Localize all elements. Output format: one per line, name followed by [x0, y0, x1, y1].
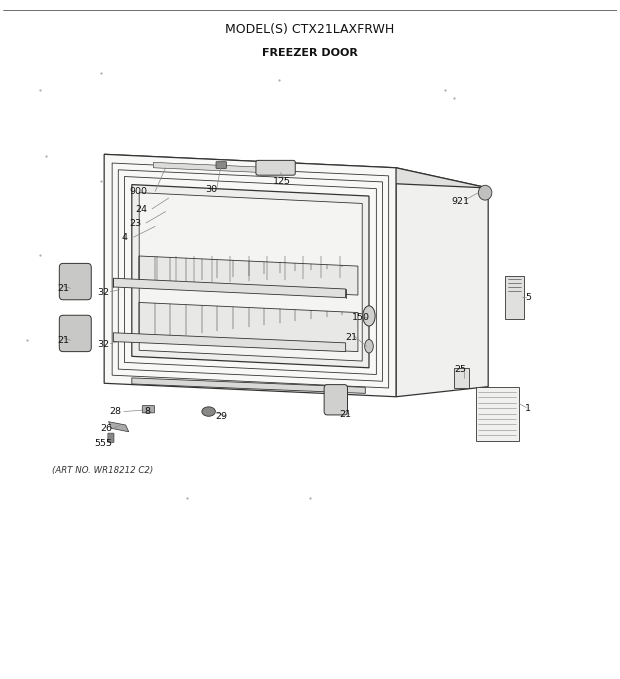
Circle shape [479, 185, 492, 200]
Polygon shape [139, 193, 362, 361]
Polygon shape [454, 368, 469, 388]
Text: 21: 21 [340, 410, 352, 420]
Text: 24: 24 [135, 205, 147, 214]
Text: 5: 5 [525, 293, 531, 302]
Text: 150: 150 [352, 314, 370, 323]
Text: 23: 23 [129, 219, 141, 228]
Text: 32: 32 [97, 340, 109, 349]
Polygon shape [108, 422, 129, 432]
FancyBboxPatch shape [216, 162, 226, 168]
Text: 921: 921 [451, 197, 469, 206]
Text: (ART NO. WR18212 C2): (ART NO. WR18212 C2) [52, 466, 153, 475]
FancyBboxPatch shape [256, 160, 295, 175]
Text: eReplacementParts.com: eReplacementParts.com [247, 291, 373, 301]
FancyBboxPatch shape [142, 405, 154, 413]
Polygon shape [505, 276, 524, 319]
Text: 21: 21 [57, 336, 69, 346]
Text: 1: 1 [525, 404, 531, 413]
Text: 28: 28 [109, 407, 122, 416]
Ellipse shape [365, 340, 373, 353]
Text: 26: 26 [100, 424, 112, 433]
Polygon shape [396, 168, 488, 397]
FancyBboxPatch shape [108, 433, 114, 443]
FancyBboxPatch shape [60, 263, 91, 299]
Text: 125: 125 [273, 177, 291, 186]
FancyBboxPatch shape [324, 384, 347, 415]
Polygon shape [153, 162, 261, 172]
Text: 32: 32 [97, 288, 109, 297]
Polygon shape [476, 386, 519, 441]
Polygon shape [139, 256, 358, 295]
Text: FREEZER DOOR: FREEZER DOOR [262, 48, 358, 58]
Text: 21: 21 [346, 333, 358, 342]
Ellipse shape [202, 407, 215, 416]
Polygon shape [113, 333, 345, 352]
Text: 555: 555 [94, 439, 112, 448]
Text: 8: 8 [144, 407, 150, 416]
Text: MODEL(S) CTX21LAXFRWH: MODEL(S) CTX21LAXFRWH [226, 23, 394, 36]
Polygon shape [132, 185, 369, 368]
FancyBboxPatch shape [60, 315, 91, 352]
Text: 25: 25 [454, 365, 466, 374]
Polygon shape [104, 154, 488, 188]
Polygon shape [132, 378, 365, 393]
Text: 29: 29 [216, 412, 228, 422]
Polygon shape [139, 302, 358, 352]
Polygon shape [113, 278, 345, 298]
Text: 30: 30 [206, 185, 218, 194]
Text: 900: 900 [129, 187, 147, 196]
Ellipse shape [363, 306, 375, 326]
Text: 21: 21 [57, 285, 69, 293]
Text: 4: 4 [122, 234, 128, 242]
Polygon shape [104, 154, 396, 397]
